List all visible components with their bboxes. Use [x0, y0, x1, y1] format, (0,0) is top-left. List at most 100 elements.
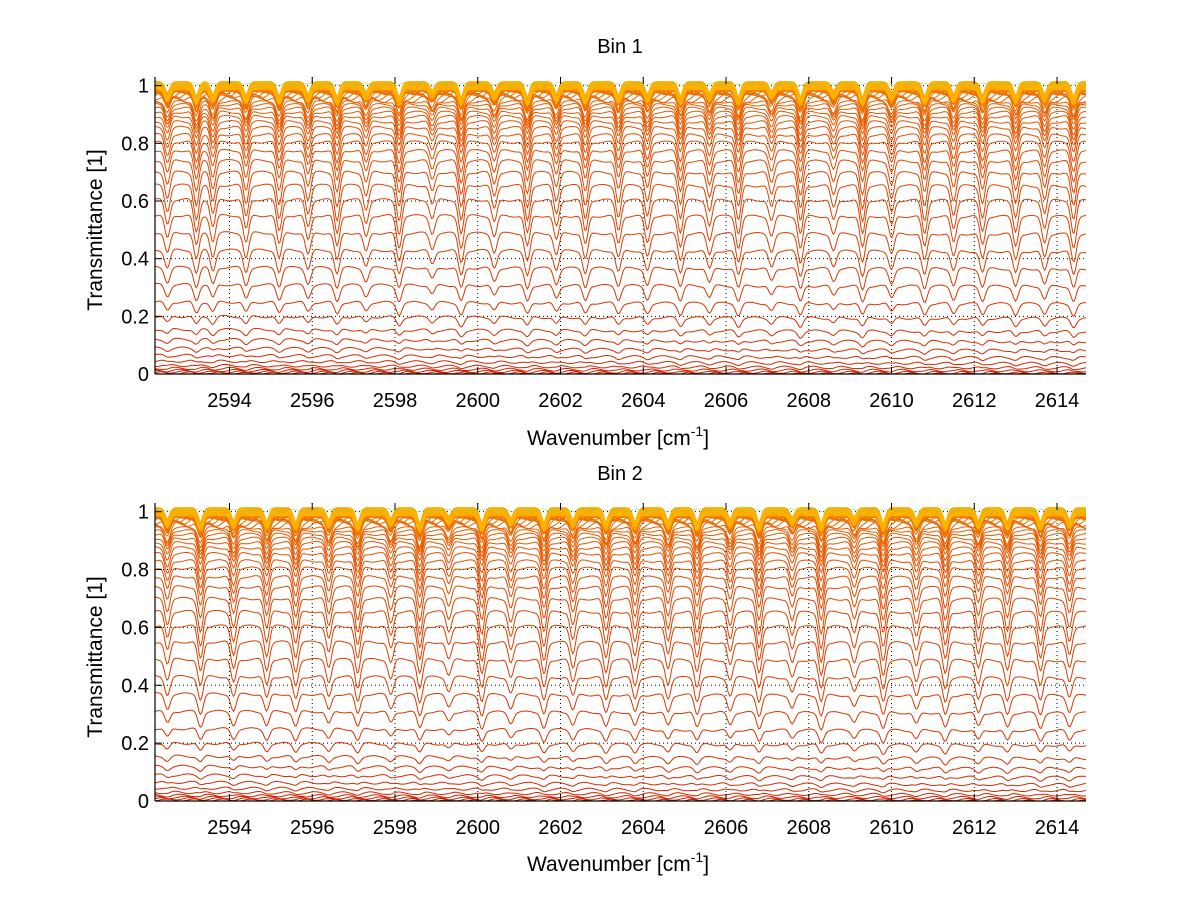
y-tick-label: 1 — [138, 502, 149, 524]
y-tick-label: 0.4 — [121, 675, 149, 697]
series-line — [155, 89, 1086, 115]
series-line — [155, 110, 1086, 137]
x-tick-label: 2614 — [1035, 390, 1080, 412]
series-line — [155, 526, 1086, 550]
subplot-bin-2: Bin 2 2594 2596 2598 2600 2602 2604 2606 2608 26… — [84, 463, 1086, 876]
series-line — [155, 140, 1086, 174]
y-tick-label: 0 — [138, 791, 149, 813]
series-line — [155, 529, 1086, 554]
series-line — [155, 640, 1086, 677]
y-tick-label: 0.8 — [121, 560, 149, 582]
x-axis-label: Wavenumber [cm-1] — [527, 849, 709, 876]
series-line — [155, 513, 1086, 540]
series-line — [155, 337, 1086, 348]
series-line — [155, 100, 1086, 124]
x-tick-label: 2604 — [621, 390, 666, 412]
series-line — [155, 81, 1086, 107]
series-line — [155, 727, 1086, 744]
x-tick-label: 2598 — [373, 390, 418, 412]
series-line — [155, 314, 1086, 329]
series-line — [155, 132, 1086, 165]
series-line — [155, 585, 1086, 623]
x-tick-label: 2604 — [621, 817, 666, 839]
subplot-title: Bin 2 — [597, 463, 643, 485]
x-tick-label: 2606 — [704, 390, 749, 412]
series-line — [155, 793, 1086, 801]
series-line — [155, 546, 1086, 576]
series-line — [155, 265, 1086, 291]
series-line — [155, 353, 1086, 361]
series-line-accent — [155, 82, 1086, 87]
series-line — [155, 657, 1086, 690]
series-line — [155, 540, 1086, 568]
series-line — [155, 786, 1086, 794]
series-line — [155, 551, 1086, 583]
x-tick-label: 2608 — [787, 390, 832, 412]
axes — [154, 503, 1086, 802]
axes — [154, 77, 1086, 375]
series-line — [155, 795, 1086, 801]
x-axis-label: Wavenumber [cm-1] — [527, 423, 709, 450]
x-tick-label: 2614 — [1035, 817, 1080, 839]
y-axis-label: Transmittance [1] — [84, 149, 107, 310]
series-line — [155, 170, 1086, 211]
plot-area — [155, 81, 1086, 374]
series-line — [155, 624, 1086, 664]
series-line — [155, 609, 1086, 651]
x-tick-label: 2600 — [455, 817, 500, 839]
series-line — [155, 559, 1086, 592]
x-tick-label: 2610 — [869, 817, 914, 839]
series-line — [155, 366, 1086, 373]
series-line — [155, 214, 1086, 250]
x-tick-label: 2606 — [704, 817, 749, 839]
series-line — [155, 106, 1086, 131]
series-line — [155, 148, 1086, 185]
y-tick-label: 0.8 — [121, 133, 149, 155]
y-tick-label: 0.2 — [121, 733, 149, 755]
y-tick-label: 0.6 — [121, 617, 149, 639]
series-line — [155, 764, 1086, 775]
y-axis-label: Transmittance [1] — [84, 576, 107, 737]
series-line — [155, 231, 1086, 265]
y-tick-label: 0.4 — [121, 249, 149, 271]
x-tick-label: 2610 — [869, 390, 914, 412]
x-tick-label: 2596 — [290, 817, 335, 839]
y-tick-label: 1 — [138, 76, 149, 98]
x-tick-label: 2608 — [787, 817, 832, 839]
series-line — [155, 692, 1086, 718]
series-line — [155, 536, 1086, 563]
plot-area — [155, 507, 1086, 801]
subplot-title: Bin 1 — [597, 36, 643, 58]
series-line — [155, 120, 1086, 150]
series-line — [155, 282, 1086, 304]
series-line — [155, 596, 1086, 637]
x-tick-label: 2600 — [455, 390, 500, 412]
series-line — [155, 327, 1086, 339]
series-line — [155, 248, 1086, 278]
series-line — [155, 359, 1086, 367]
subplot-bin-1: Bin 1 2594 2596 2598 2600 2602 2604 2606 2608 26… — [84, 36, 1086, 450]
series-line — [155, 675, 1086, 704]
series-line — [155, 363, 1086, 371]
series-line — [155, 183, 1086, 224]
series-line — [155, 507, 1086, 533]
x-tick-label: 2596 — [290, 390, 335, 412]
series-line — [155, 516, 1086, 543]
series-line — [155, 532, 1086, 559]
series-line — [155, 346, 1086, 355]
y-tick-label: 0 — [138, 364, 149, 386]
x-tick-label: 2602 — [538, 817, 583, 839]
series-line — [155, 773, 1086, 782]
series-line — [155, 566, 1086, 601]
x-tick-labels: 2594 2596 2598 2600 2602 2604 2606 2608 2610 2612… — [207, 817, 1079, 839]
series-line — [155, 797, 1086, 801]
series-line-accent — [155, 508, 1086, 513]
series-line — [155, 780, 1086, 789]
series-line — [155, 741, 1086, 755]
series-line — [155, 709, 1086, 731]
series-line — [155, 790, 1086, 798]
x-tick-label: 2598 — [373, 817, 418, 839]
x-tick-label: 2612 — [952, 817, 997, 839]
